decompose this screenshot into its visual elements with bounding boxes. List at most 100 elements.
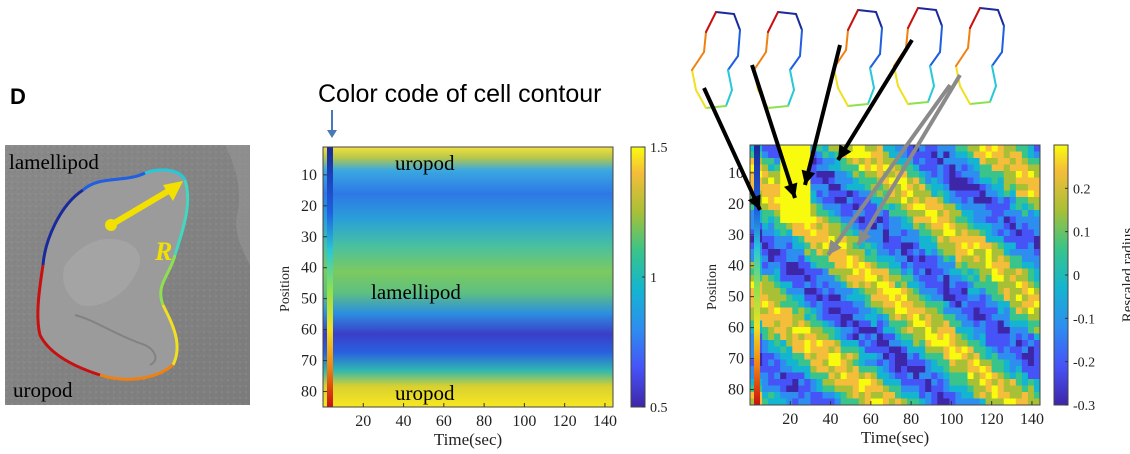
heatmap-cell xyxy=(955,398,963,405)
contour-segment xyxy=(789,69,795,91)
heatmap-cell xyxy=(870,242,878,250)
heatmap-cell xyxy=(1027,366,1035,374)
heatmap-cell xyxy=(882,353,890,361)
heatmap-cell xyxy=(937,327,944,335)
heatmap-cell xyxy=(919,385,926,393)
heatmap-cell xyxy=(840,385,848,393)
heatmap-cell xyxy=(1003,216,1011,224)
heatmap-cell xyxy=(967,385,975,393)
heatmap-cell xyxy=(882,236,890,244)
heatmap-cell xyxy=(774,268,781,276)
snapshot-arrow xyxy=(803,44,842,186)
heatmap-cell xyxy=(1027,177,1035,185)
heatmap-cell xyxy=(876,314,884,322)
heatmap-cell xyxy=(852,301,860,309)
heatmap-cell xyxy=(786,190,793,198)
heatmap-cell xyxy=(816,242,824,250)
heatmap-cell xyxy=(955,366,963,374)
heatmap-cell xyxy=(852,346,860,354)
heatmap-cell xyxy=(985,171,993,179)
heatmap-cell xyxy=(816,281,824,289)
heatmap-cell xyxy=(937,333,944,341)
heatmap-cell xyxy=(997,249,1005,257)
heatmap-cell xyxy=(864,320,872,328)
heatmap-cell xyxy=(925,190,932,198)
heatmap-cell xyxy=(780,327,787,335)
heatmap-cell xyxy=(913,294,920,302)
heatmap-cell xyxy=(1021,275,1029,283)
heatmap-cell xyxy=(828,171,836,179)
centroid-dot xyxy=(105,219,117,231)
heatmap-cell xyxy=(961,281,969,289)
heatmap-cell xyxy=(931,229,938,237)
heatmap-cell xyxy=(925,177,932,185)
heatmap-cell xyxy=(943,379,950,387)
heatmap-annotation: lamellipod xyxy=(371,280,461,304)
contour-segment xyxy=(777,11,797,15)
heatmap-cell xyxy=(798,359,805,367)
heatmap-cell xyxy=(949,294,957,302)
heatmap-cell xyxy=(1033,158,1040,166)
snapshot-arrow xyxy=(702,87,762,211)
y-tick-label: 50 xyxy=(728,289,744,306)
heatmap-cell xyxy=(1033,353,1040,361)
heatmap-cell xyxy=(997,372,1005,380)
heatmap-cell xyxy=(858,294,866,302)
heatmap-cell xyxy=(979,164,987,172)
heatmap-cell xyxy=(895,268,902,276)
heatmap-cell xyxy=(762,392,769,400)
heatmap-cell xyxy=(937,379,944,387)
heatmap-cell xyxy=(816,262,824,270)
contour-segment xyxy=(159,254,177,306)
heatmap-cell xyxy=(840,171,848,179)
heatmap-cells xyxy=(750,145,1040,405)
heatmap-cell xyxy=(967,294,975,302)
heatmap-cell xyxy=(870,320,878,328)
heatmap-cell xyxy=(1015,327,1023,335)
heatmap-cell xyxy=(852,353,860,361)
heatmap-cell xyxy=(919,333,926,341)
heatmap-cell xyxy=(858,392,866,400)
y-tick-label: 70 xyxy=(301,353,317,370)
heatmap-cell xyxy=(943,268,950,276)
heatmap-cell xyxy=(750,333,757,341)
heatmap-cell xyxy=(846,203,854,211)
heatmap-cell xyxy=(1021,223,1029,231)
heatmap-cell xyxy=(955,340,963,348)
heatmap-cell xyxy=(828,223,836,231)
heatmap-cell xyxy=(949,372,957,380)
heatmap-cell xyxy=(985,327,993,335)
heatmap-cell xyxy=(780,333,787,341)
heatmap-cell xyxy=(750,288,757,296)
heatmap-cell xyxy=(943,275,950,283)
heatmap-cell xyxy=(931,164,938,172)
heatmap-cell xyxy=(1021,210,1029,218)
heatmap-cell xyxy=(1021,164,1029,172)
heatmap-cell xyxy=(792,320,799,328)
heatmap-cell xyxy=(925,197,932,205)
heatmap-cell xyxy=(888,177,896,185)
heatmap-cell xyxy=(810,385,818,393)
heatmap-cell xyxy=(973,320,981,328)
heatmap-cell xyxy=(786,327,793,335)
heatmap-cell xyxy=(895,301,902,309)
heatmap-cell xyxy=(774,236,781,244)
heatmap-cell xyxy=(1021,177,1029,185)
heatmap-cell xyxy=(1003,301,1011,309)
heatmap-cell xyxy=(895,379,902,387)
heatmap-cell xyxy=(852,171,860,179)
heatmap-cell xyxy=(870,158,878,166)
contour-segment xyxy=(795,13,803,31)
heatmap-cell xyxy=(816,288,824,296)
heatmap-cell xyxy=(846,340,854,348)
snapshot-arrowhead xyxy=(858,229,872,245)
heatmap-cell xyxy=(955,229,963,237)
heatmap-cell xyxy=(895,255,902,263)
heatmap-cell xyxy=(991,359,999,367)
heatmap-cell xyxy=(1033,320,1040,328)
heatmap-cell xyxy=(1003,346,1011,354)
heatmap-cell xyxy=(834,145,842,153)
heatmap-cell xyxy=(810,268,818,276)
heatmap-cell xyxy=(786,171,793,179)
heatmap-cell xyxy=(1009,294,1017,302)
